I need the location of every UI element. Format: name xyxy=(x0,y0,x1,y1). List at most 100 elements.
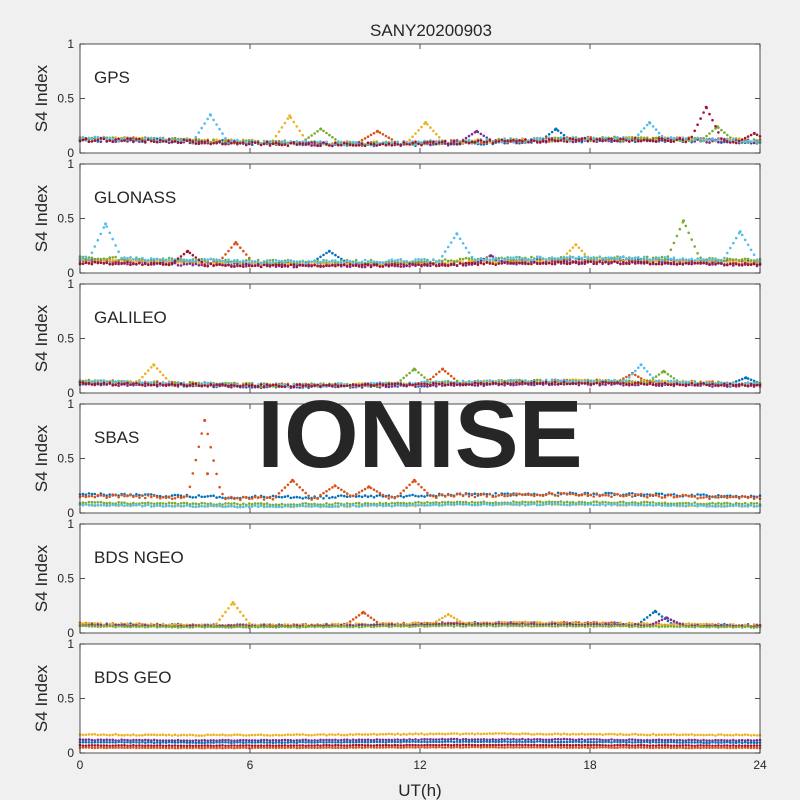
data-point xyxy=(233,384,236,387)
data-point xyxy=(515,139,518,143)
data-point xyxy=(325,143,328,146)
data-point xyxy=(206,139,209,142)
data-point xyxy=(289,263,293,267)
data-point xyxy=(381,142,385,146)
data-point xyxy=(253,384,257,388)
data-point xyxy=(227,140,230,143)
data-point xyxy=(414,258,417,261)
data-point xyxy=(123,136,126,140)
data-point xyxy=(337,140,340,143)
data-point xyxy=(601,380,604,384)
data-point xyxy=(96,261,100,265)
data-point xyxy=(628,257,631,260)
data-point xyxy=(307,263,310,267)
data-point xyxy=(631,383,634,386)
data-point xyxy=(129,137,132,141)
data-point xyxy=(369,260,373,263)
data-point xyxy=(126,381,129,385)
data-point xyxy=(734,137,738,140)
data-point xyxy=(464,261,468,265)
data-point xyxy=(262,140,266,143)
data-point xyxy=(369,142,373,146)
data-point xyxy=(541,257,545,260)
data-point xyxy=(562,260,566,263)
data-point xyxy=(179,139,183,142)
data-point xyxy=(334,264,337,268)
data-point xyxy=(556,261,560,264)
data-point xyxy=(749,248,753,252)
data-point xyxy=(738,230,742,234)
data-point xyxy=(574,140,578,143)
data-point xyxy=(245,141,248,144)
data-point xyxy=(194,258,198,262)
data-point xyxy=(690,135,693,139)
data-point xyxy=(242,249,245,253)
data-point xyxy=(541,139,545,142)
data-point xyxy=(203,140,206,144)
data-point xyxy=(417,263,420,267)
data-point xyxy=(203,381,206,385)
data-point xyxy=(485,258,489,261)
data-point xyxy=(610,137,613,141)
data-point xyxy=(455,142,459,146)
data-point xyxy=(657,382,661,386)
data-point xyxy=(173,259,177,263)
data-point xyxy=(660,255,664,259)
data-point xyxy=(458,257,462,261)
data-point xyxy=(384,134,388,138)
data-point xyxy=(215,123,218,126)
data-point xyxy=(607,256,610,260)
data-point xyxy=(253,264,257,268)
data-point xyxy=(740,138,744,141)
data-point xyxy=(740,233,744,237)
data-point xyxy=(334,253,337,257)
data-point xyxy=(337,263,340,267)
data-point xyxy=(161,263,165,266)
data-point xyxy=(114,255,117,259)
data-point xyxy=(322,264,325,268)
data-point xyxy=(476,139,480,143)
data-point xyxy=(158,382,162,385)
data-point xyxy=(250,264,254,268)
data-point xyxy=(613,260,616,263)
data-point xyxy=(200,263,203,267)
data-point xyxy=(521,261,524,264)
data-point xyxy=(485,140,489,144)
data-point xyxy=(705,383,708,387)
data-point xyxy=(84,137,88,141)
data-point xyxy=(755,263,759,267)
data-point xyxy=(438,259,441,263)
data-point xyxy=(432,262,435,265)
data-point xyxy=(651,258,655,261)
data-point xyxy=(224,139,227,143)
data-point xyxy=(129,383,132,387)
data-point xyxy=(277,263,281,267)
data-point xyxy=(114,383,117,387)
data-point xyxy=(295,265,299,269)
data-point xyxy=(167,383,171,386)
data-point xyxy=(473,262,477,265)
data-point xyxy=(675,138,679,142)
data-point xyxy=(684,383,688,387)
data-point xyxy=(726,257,729,260)
data-point xyxy=(313,263,316,267)
data-point xyxy=(158,370,162,374)
data-point xyxy=(155,380,159,383)
data-point xyxy=(111,140,114,143)
data-point xyxy=(489,254,493,258)
data-point xyxy=(723,259,726,263)
data-point xyxy=(182,262,186,266)
data-point xyxy=(283,264,287,267)
data-point xyxy=(631,372,634,376)
data-point xyxy=(396,258,400,262)
data-point xyxy=(720,384,723,387)
data-point xyxy=(446,142,450,146)
data-point xyxy=(613,257,616,261)
data-point xyxy=(539,262,542,266)
data-point xyxy=(637,260,640,263)
data-point xyxy=(672,262,676,266)
data-point xyxy=(194,137,198,141)
data-point xyxy=(432,140,435,144)
data-point xyxy=(518,261,521,265)
data-point xyxy=(328,133,331,137)
